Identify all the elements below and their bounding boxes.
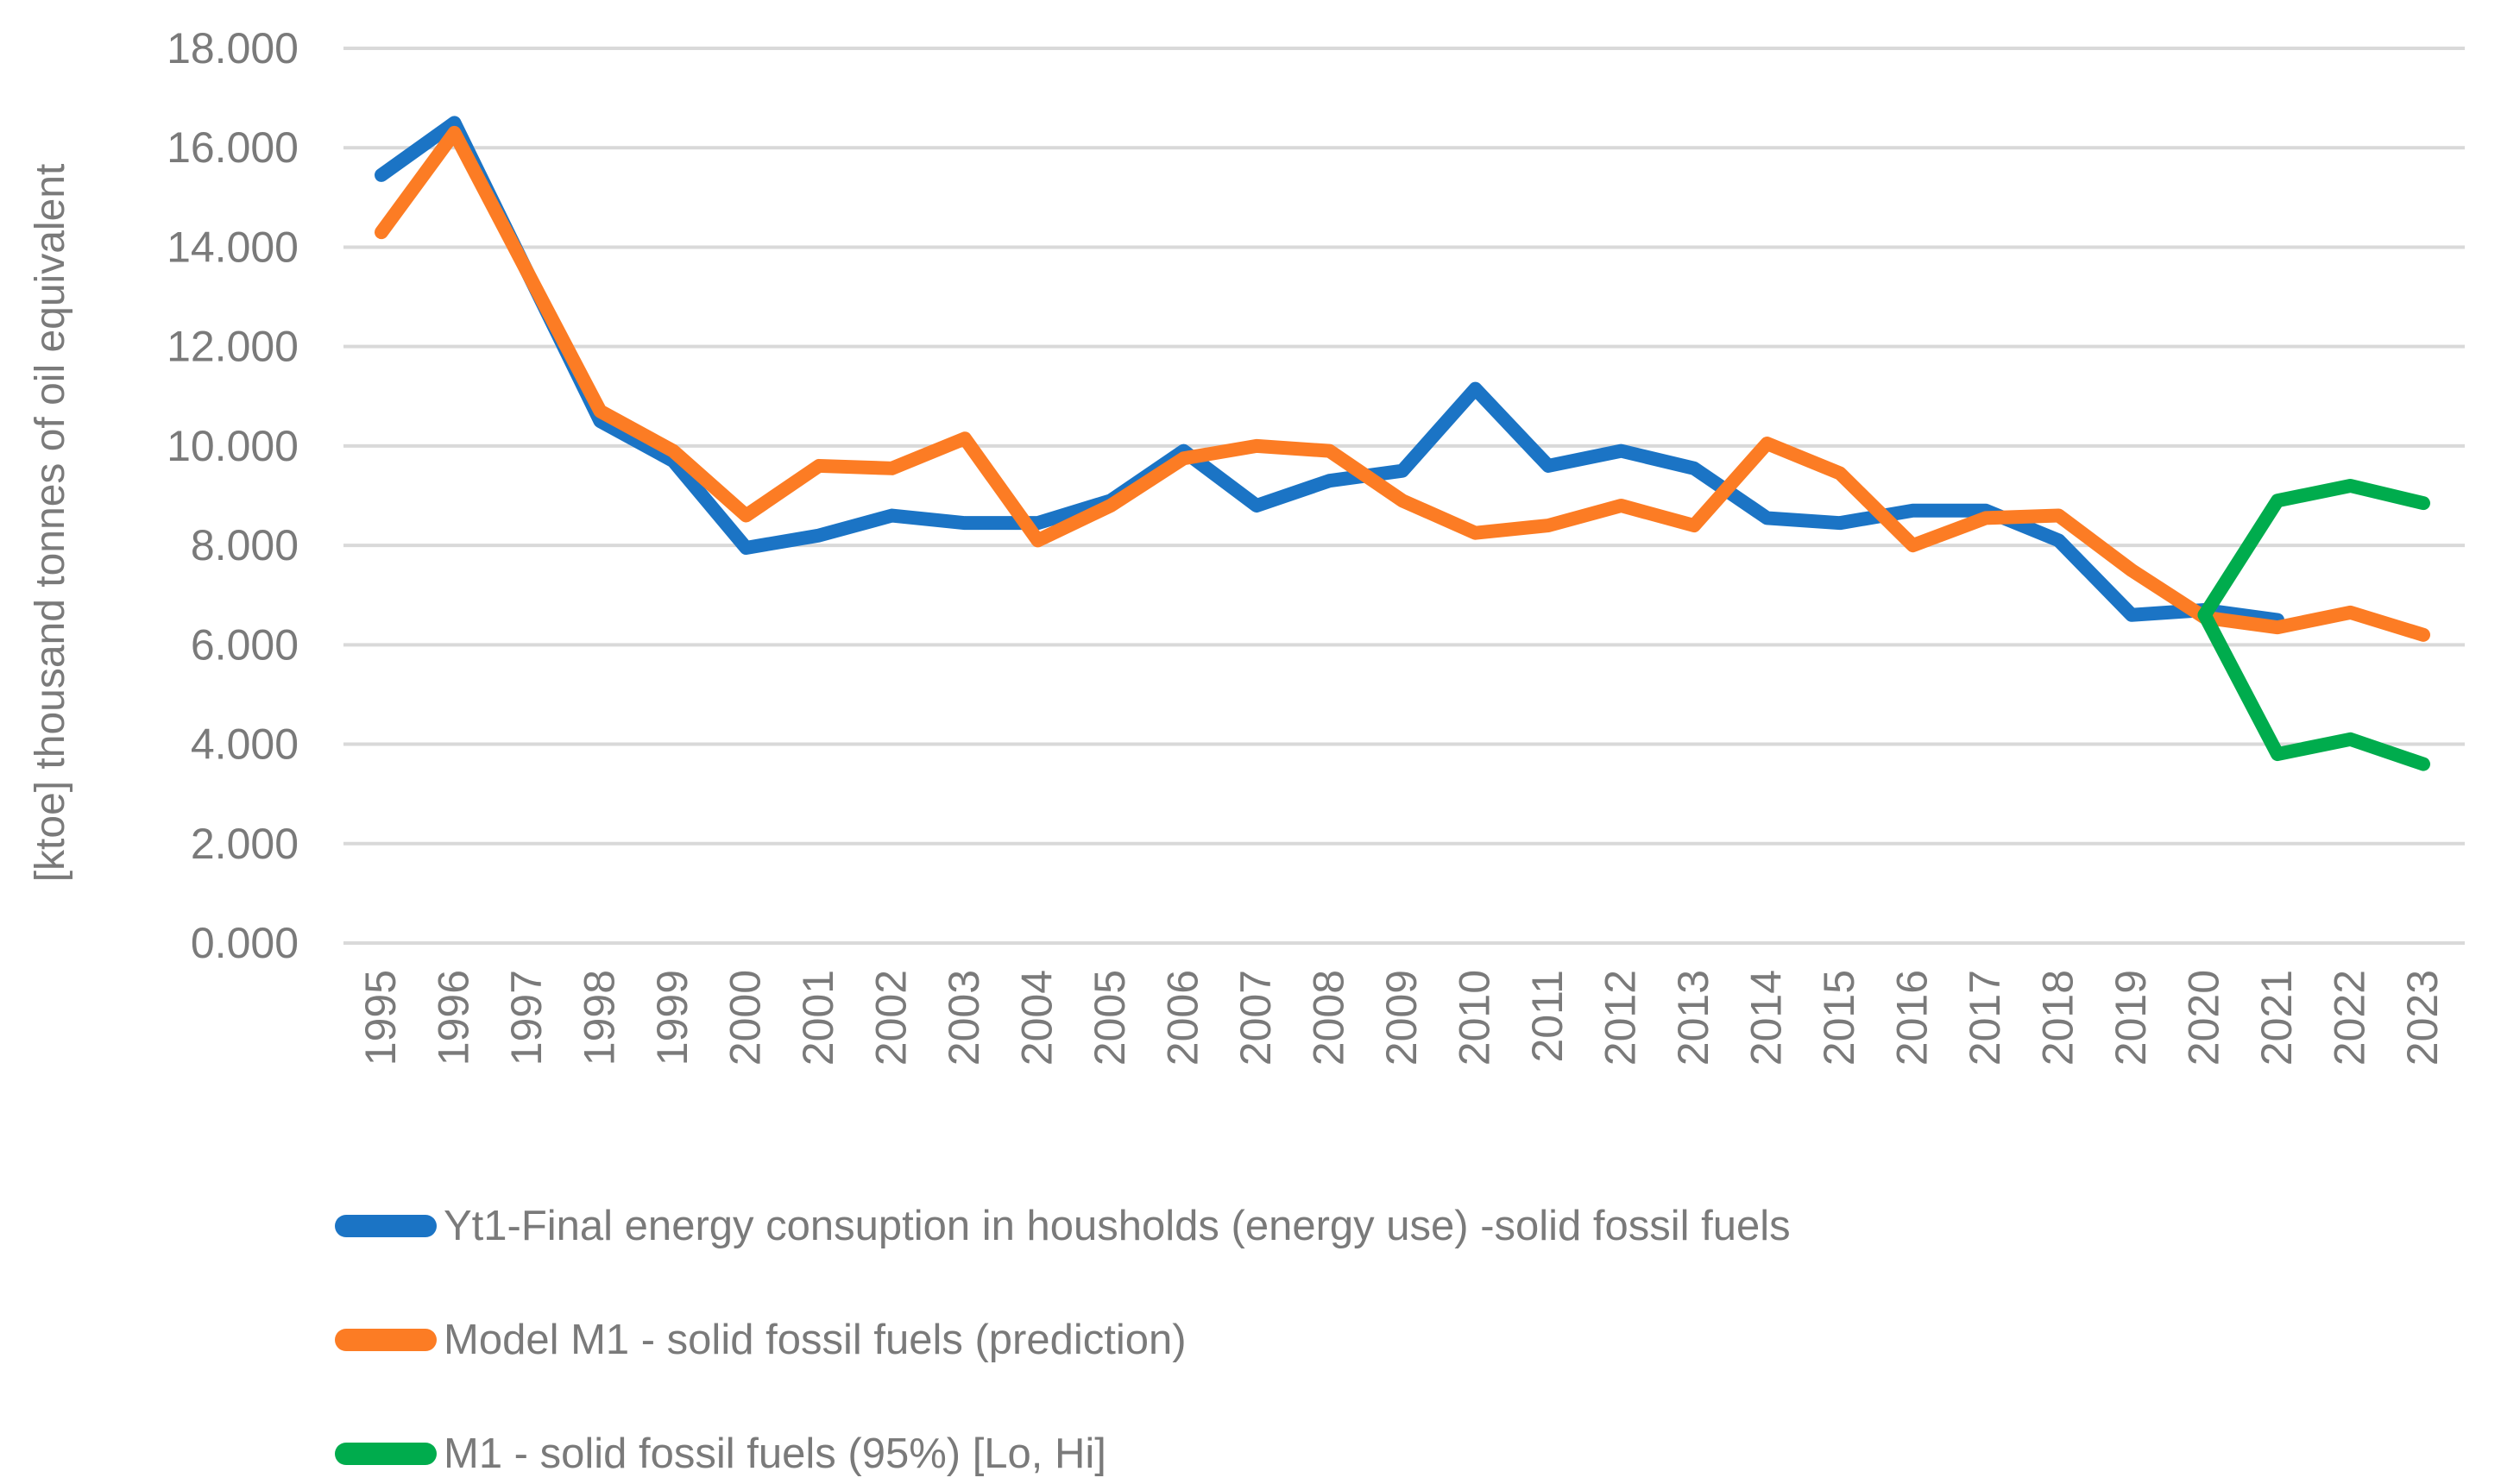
series-line-2-hi	[2197, 478, 2430, 622]
x-tick-label: 2017	[1961, 970, 2009, 1066]
x-tick-label: 2009	[1377, 970, 1426, 1066]
x-tick-label: 2001	[794, 970, 842, 1066]
y-tick-label: 10.000	[167, 422, 299, 470]
x-tick-label: 2019	[2107, 970, 2155, 1066]
legend-item-yt1: Yt1-Final energy consuption in housholds…	[335, 1201, 1791, 1251]
x-tick-label: 2010	[1451, 970, 1499, 1066]
x-tick-label: 2013	[1669, 970, 1717, 1066]
series-line-2-lo	[2197, 607, 2430, 771]
x-tick-label: 2014	[1742, 970, 1791, 1066]
legend-swatch-2	[335, 1443, 437, 1465]
x-tick-label: 2002	[867, 970, 916, 1066]
y-tick-label: 16.000	[167, 123, 299, 172]
x-tick-label: 2003	[940, 970, 988, 1066]
legend-swatch-1	[335, 1329, 437, 1351]
y-tick-label: 12.000	[167, 323, 299, 371]
x-tick-label: 2023	[2398, 970, 2447, 1066]
y-tick-label: 0.000	[191, 919, 299, 967]
x-tick-label: 1999	[648, 970, 696, 1066]
x-tick-label: 2016	[1888, 970, 1937, 1066]
x-tick-label: 2000	[721, 970, 770, 1066]
y-tick-label: 8.000	[191, 521, 299, 569]
x-tick-label: 2015	[1815, 970, 1863, 1066]
y-tick-label: 14.000	[167, 223, 299, 271]
legend: Yt1-Final energy consuption in housholds…	[335, 1201, 1791, 1479]
x-tick-label: 2011	[1523, 970, 1572, 1063]
x-tick-label: 2008	[1305, 970, 1353, 1066]
x-tick-label: 2022	[2326, 970, 2374, 1066]
legend-label-yt1: Yt1-Final energy consuption in housholds…	[444, 1203, 1791, 1249]
y-tick-label: 18.000	[167, 24, 299, 72]
y-tick-label: 2.000	[191, 820, 299, 868]
x-tick-label: 2007	[1232, 970, 1280, 1066]
legend-item-m1-interval: M1 - solid fossil fuels (95%) [Lo, Hi]	[335, 1429, 1791, 1479]
series-line-1	[375, 125, 2430, 642]
x-tick-label: 2006	[1159, 970, 1207, 1066]
legend-swatch-0	[335, 1215, 437, 1237]
legend-label-m1-prediction: Model M1 - solid fossil fuels (predictio…	[444, 1317, 1187, 1363]
x-tick-label: 2020	[2180, 970, 2228, 1066]
x-tick-label: 1997	[502, 970, 551, 1066]
y-tick-label: 6.000	[191, 620, 299, 669]
x-tick-label: 2004	[1013, 970, 1062, 1066]
x-tick-label: 2005	[1086, 970, 1134, 1066]
x-tick-label: 2012	[1597, 970, 1645, 1066]
x-tick-label: 1996	[430, 970, 478, 1066]
y-tick-label: 4.000	[191, 720, 299, 769]
x-tick-label: 2018	[2034, 970, 2082, 1066]
x-tick-label: 2021	[2252, 970, 2301, 1066]
legend-label-m1-interval: M1 - solid fossil fuels (95%) [Lo, Hi]	[444, 1431, 1106, 1477]
x-tick-label: 1998	[576, 970, 624, 1066]
x-tick-label: 1995	[356, 970, 405, 1066]
legend-item-m1-prediction: Model M1 - solid fossil fuels (predictio…	[335, 1315, 1791, 1365]
series-line-0	[375, 116, 2284, 627]
